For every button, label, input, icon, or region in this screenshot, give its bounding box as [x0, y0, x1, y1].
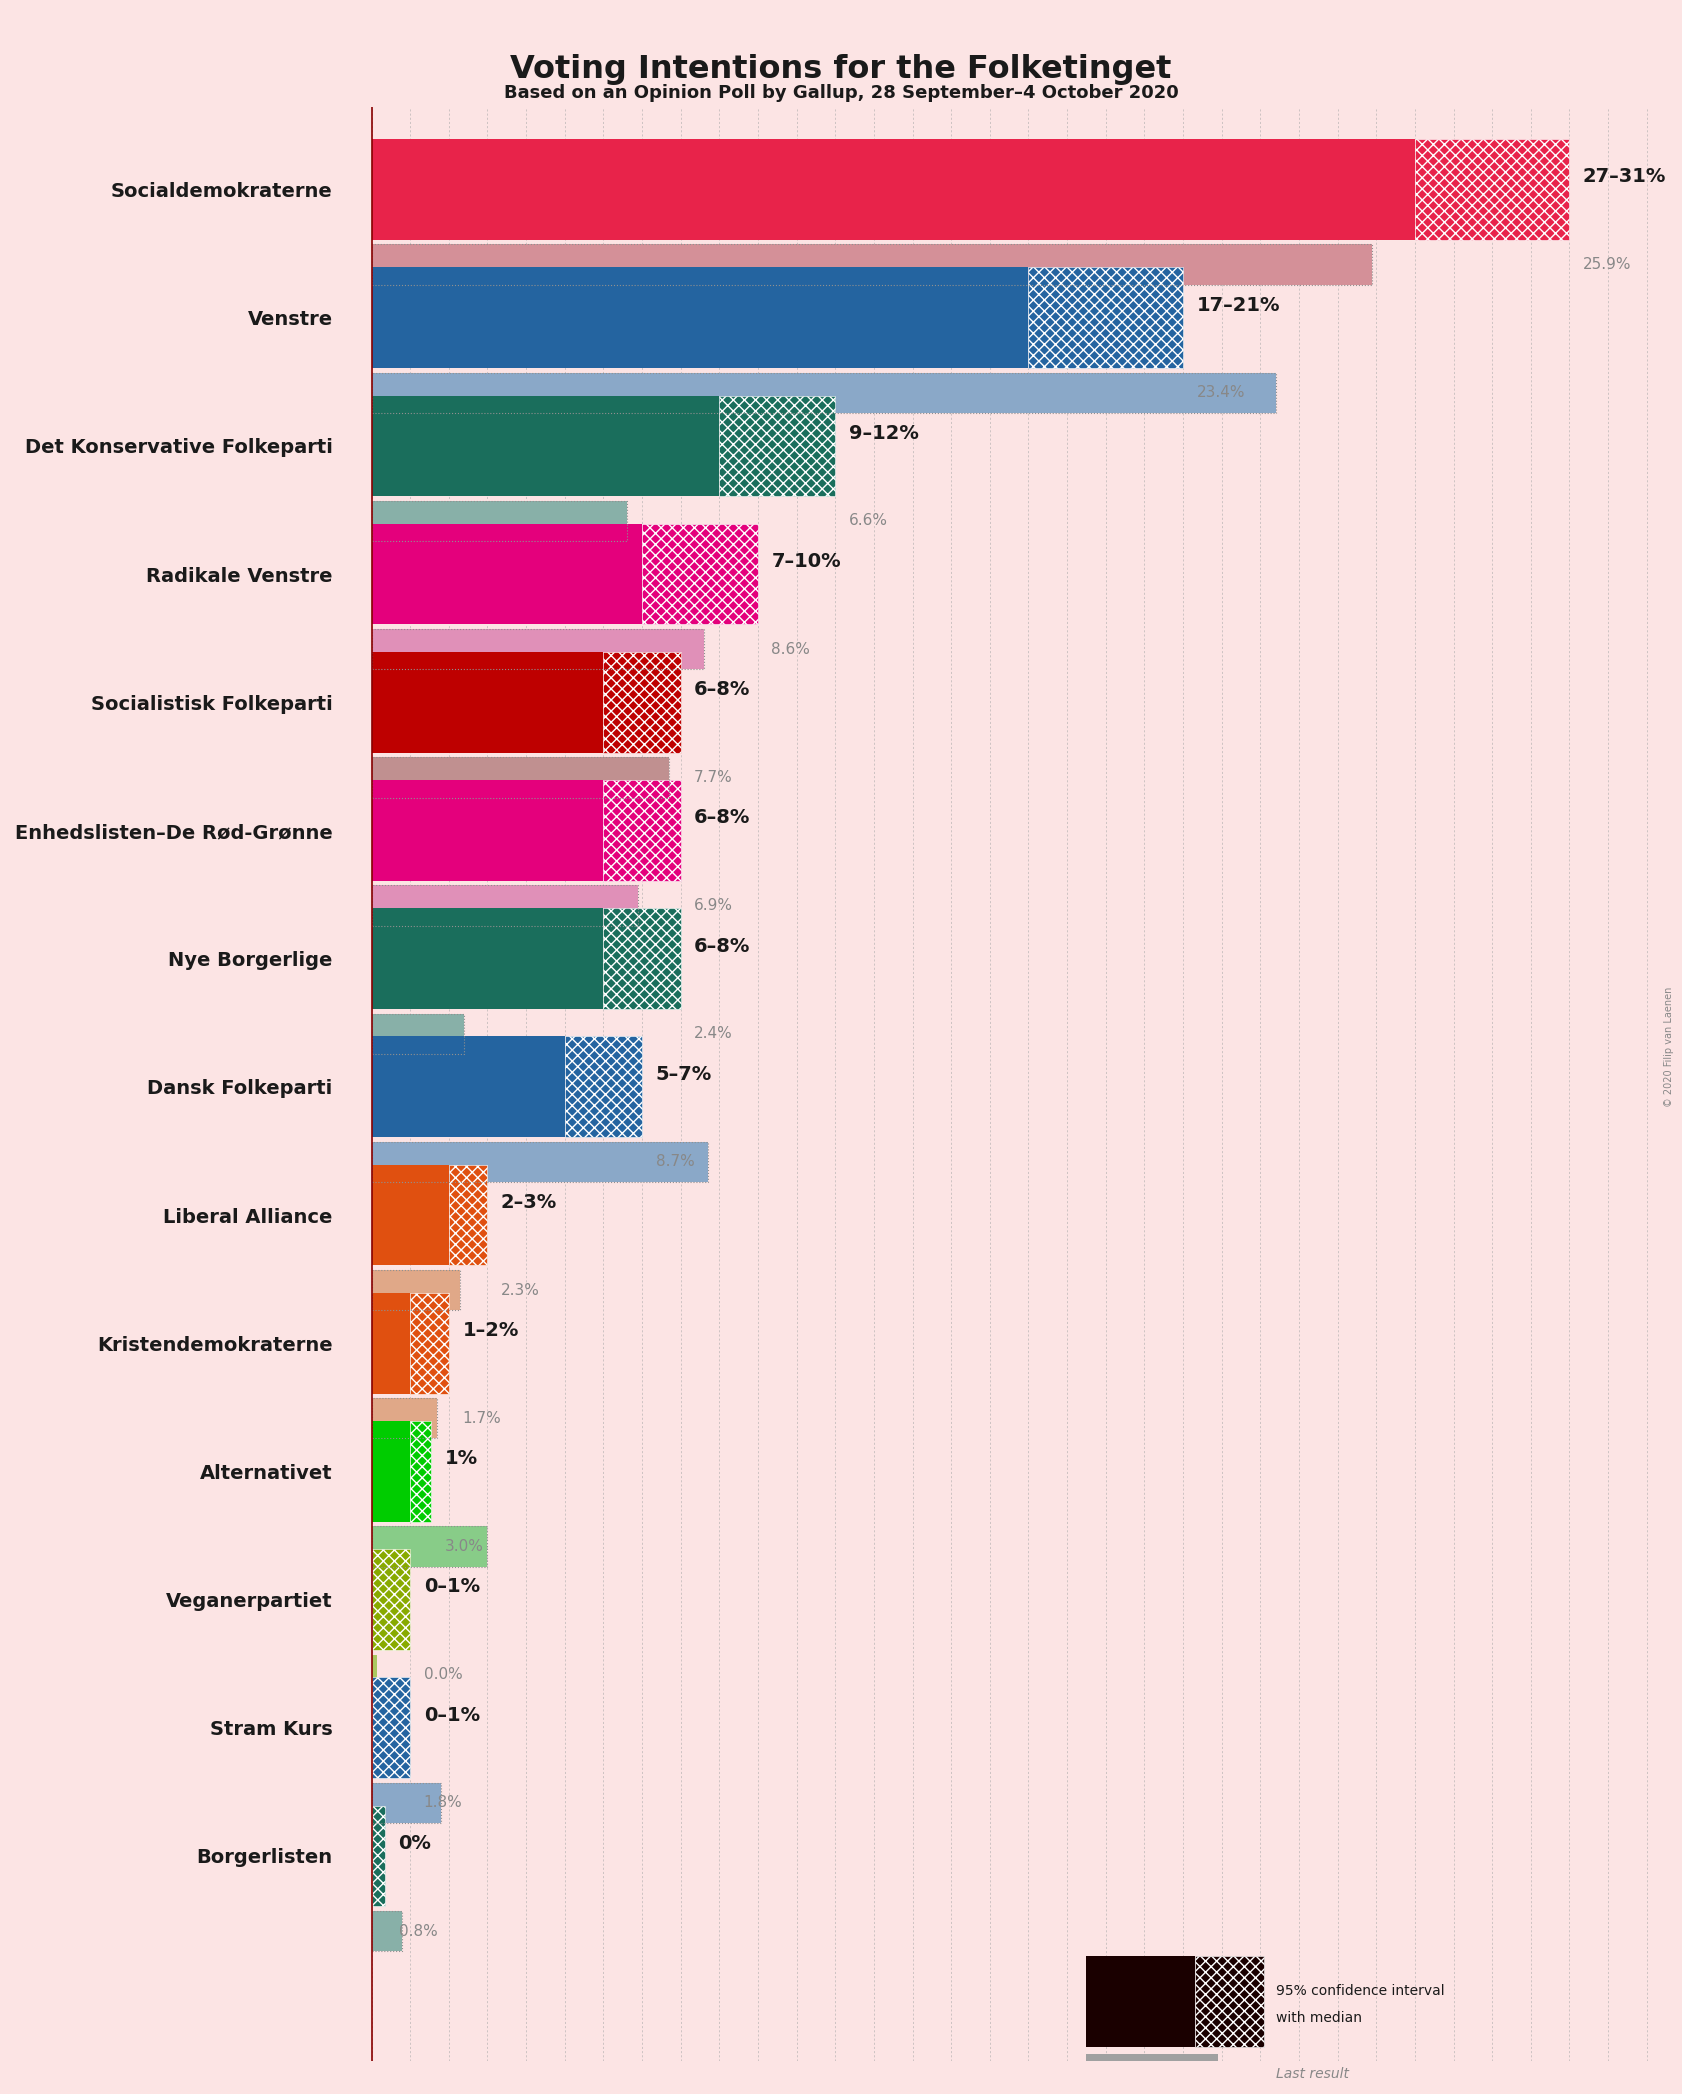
- Bar: [372, 1037, 565, 1137]
- Bar: [1194, 1956, 1265, 2046]
- Bar: [372, 886, 637, 926]
- Bar: [372, 1782, 441, 1824]
- Text: 6–8%: 6–8%: [695, 936, 750, 955]
- Bar: [372, 245, 1373, 285]
- Bar: [372, 1164, 449, 1265]
- Bar: [372, 1399, 437, 1439]
- Bar: [372, 1550, 410, 1650]
- Text: 23.4%: 23.4%: [1196, 385, 1245, 400]
- Bar: [372, 758, 669, 798]
- Text: 2.3%: 2.3%: [501, 1284, 540, 1298]
- Text: 1.8%: 1.8%: [424, 1795, 463, 1811]
- Bar: [410, 1292, 449, 1395]
- Text: 2.4%: 2.4%: [695, 1026, 733, 1041]
- Bar: [372, 500, 627, 540]
- Bar: [372, 1141, 708, 1181]
- Bar: [372, 245, 1373, 285]
- Text: 6.9%: 6.9%: [695, 898, 733, 913]
- Bar: [372, 628, 703, 670]
- Text: 7–10%: 7–10%: [772, 553, 841, 572]
- Bar: [720, 396, 836, 496]
- Bar: [372, 1269, 461, 1311]
- Text: 17–21%: 17–21%: [1196, 295, 1280, 314]
- Text: 8.7%: 8.7%: [656, 1154, 695, 1168]
- Bar: [372, 500, 627, 540]
- Text: 0–1%: 0–1%: [424, 1707, 479, 1725]
- Bar: [604, 781, 681, 882]
- Text: 1.7%: 1.7%: [463, 1411, 501, 1426]
- Text: 6–8%: 6–8%: [695, 808, 750, 827]
- Bar: [372, 268, 1028, 369]
- Bar: [372, 886, 637, 926]
- Bar: [372, 1527, 488, 1566]
- Text: 5–7%: 5–7%: [656, 1064, 711, 1085]
- Text: Based on an Opinion Poll by Gallup, 28 September–4 October 2020: Based on an Opinion Poll by Gallup, 28 S…: [503, 84, 1179, 103]
- Text: 3.0%: 3.0%: [446, 1539, 484, 1554]
- Bar: [604, 909, 681, 1009]
- Text: 6.6%: 6.6%: [849, 513, 888, 528]
- Bar: [372, 1013, 464, 1053]
- Bar: [372, 1269, 461, 1311]
- Bar: [643, 524, 759, 624]
- Text: 27–31%: 27–31%: [1583, 168, 1667, 186]
- Bar: [372, 1013, 464, 1053]
- Bar: [372, 628, 703, 670]
- Bar: [372, 138, 1415, 241]
- Text: 2–3%: 2–3%: [501, 1194, 557, 1212]
- Bar: [372, 1782, 441, 1824]
- Bar: [372, 373, 1275, 413]
- Bar: [372, 1805, 385, 1906]
- Text: 0–1%: 0–1%: [424, 1577, 479, 1596]
- Bar: [410, 1422, 431, 1522]
- Bar: [449, 1164, 488, 1265]
- Bar: [372, 1677, 410, 1778]
- Text: Last result: Last result: [1275, 2067, 1349, 2081]
- Bar: [372, 1654, 377, 1694]
- Bar: [372, 781, 604, 882]
- Bar: [1087, 1956, 1194, 2046]
- Text: with median: with median: [1275, 2010, 1362, 2025]
- Bar: [1028, 268, 1182, 369]
- Bar: [372, 1527, 488, 1566]
- Text: Voting Intentions for the Folketinget: Voting Intentions for the Folketinget: [510, 54, 1172, 86]
- Bar: [372, 1912, 402, 1952]
- Text: 8.6%: 8.6%: [772, 641, 811, 658]
- Bar: [372, 1912, 402, 1952]
- Text: 1–2%: 1–2%: [463, 1321, 518, 1340]
- Bar: [372, 1141, 708, 1181]
- Text: © 2020 Filip van Laenen: © 2020 Filip van Laenen: [1663, 986, 1674, 1108]
- Text: 1%: 1%: [446, 1449, 478, 1468]
- Bar: [565, 1037, 643, 1137]
- Text: 9–12%: 9–12%: [849, 423, 918, 442]
- Text: 0.0%: 0.0%: [424, 1667, 463, 1681]
- Bar: [372, 909, 604, 1009]
- Text: 95% confidence interval: 95% confidence interval: [1275, 1983, 1445, 1998]
- Bar: [1415, 138, 1569, 241]
- Bar: [372, 651, 604, 752]
- Text: 7.7%: 7.7%: [695, 771, 733, 785]
- Text: 6–8%: 6–8%: [695, 681, 750, 699]
- Bar: [372, 758, 669, 798]
- Bar: [372, 396, 720, 496]
- Bar: [372, 1422, 410, 1522]
- Text: 0.8%: 0.8%: [399, 1924, 437, 1939]
- Bar: [372, 1399, 437, 1439]
- Bar: [372, 524, 643, 624]
- Text: 0%: 0%: [399, 1834, 432, 1853]
- Text: 25.9%: 25.9%: [1583, 258, 1632, 272]
- Bar: [372, 1292, 410, 1395]
- Bar: [604, 651, 681, 752]
- Bar: [372, 373, 1275, 413]
- Bar: [1087, 2054, 1218, 2094]
